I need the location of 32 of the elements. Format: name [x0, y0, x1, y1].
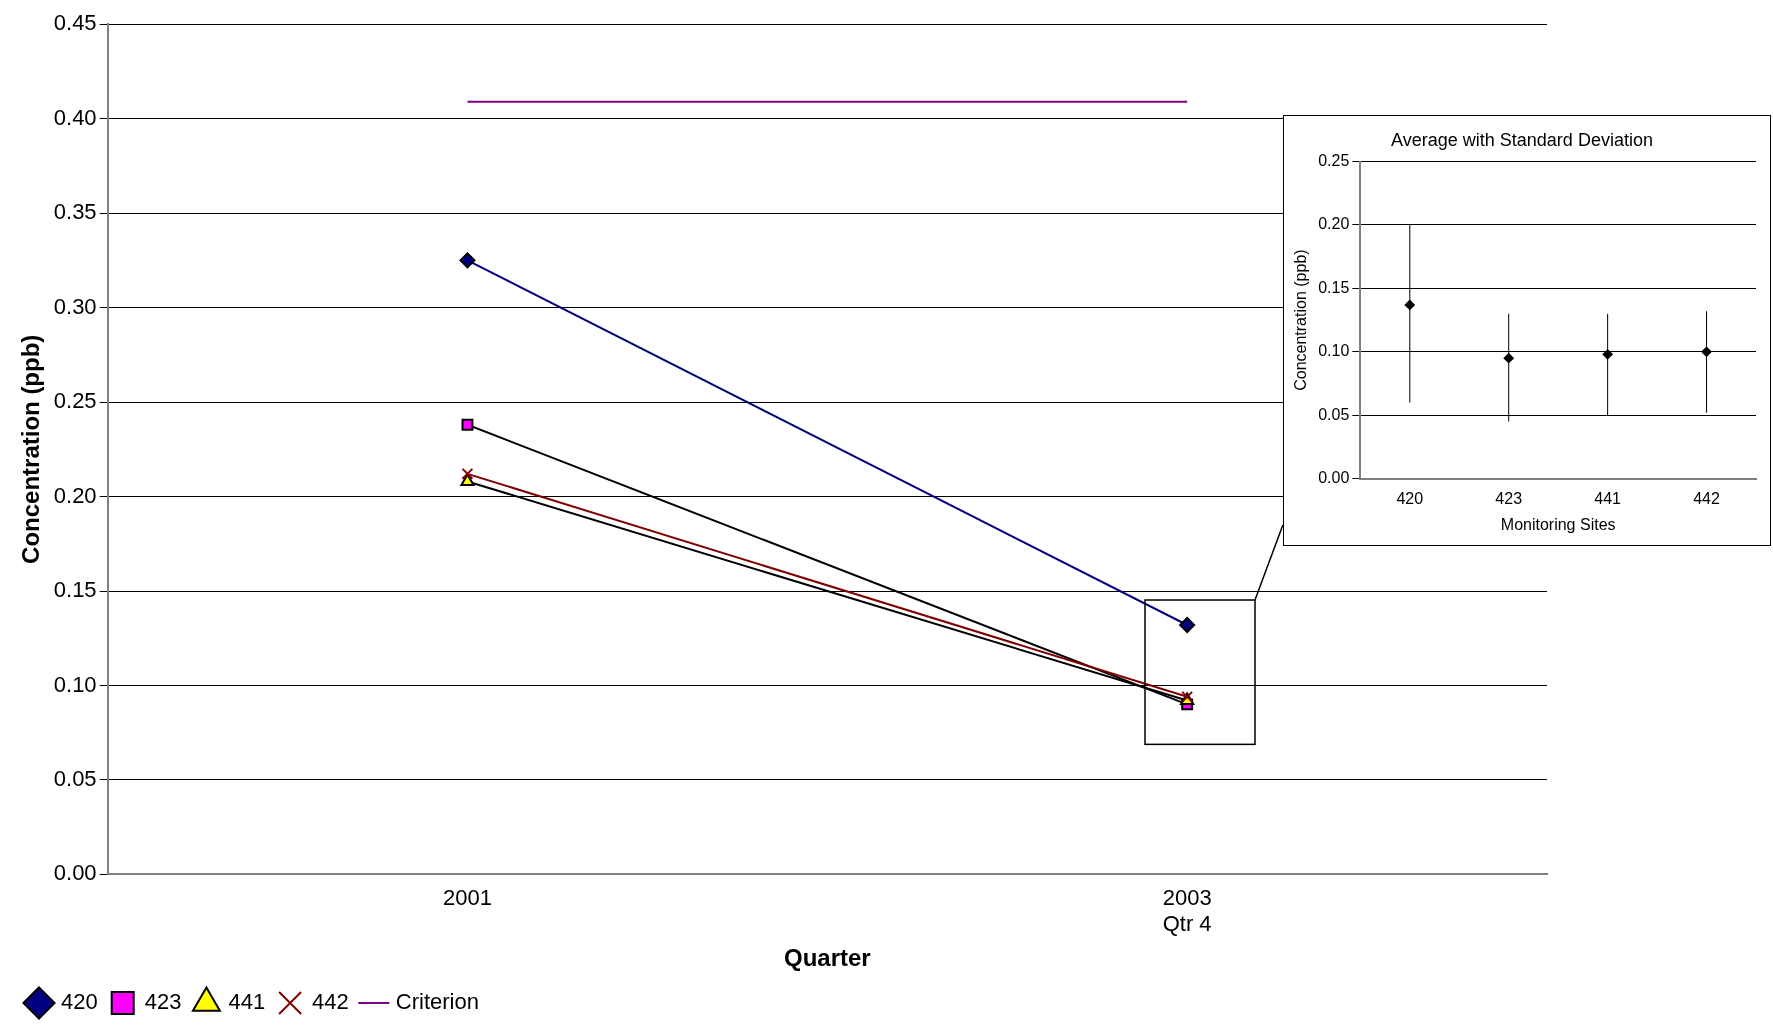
- x-tick-label: 2001: [442, 884, 492, 910]
- x-tick-label: 2003 Qtr 4: [1162, 884, 1212, 937]
- x-axis-title: Monitoring Sites: [1500, 515, 1616, 533]
- y-tick-label: 0.25: [1318, 152, 1350, 170]
- y-tick-label: 0.15: [53, 577, 97, 603]
- y-tick-label: 0.00: [1318, 469, 1350, 487]
- y-tick-label: 0.30: [53, 293, 97, 319]
- y-tick-label: 0.40: [53, 104, 97, 130]
- y-tick-label: 0.20: [53, 482, 97, 508]
- legend-label: 441: [228, 989, 266, 1015]
- legend-label: 442: [312, 989, 349, 1015]
- chart-title: Average with Standard Deviation: [1391, 129, 1653, 150]
- y-tick-label: 0.15: [1318, 278, 1350, 296]
- y-tick-label: 0.10: [53, 671, 97, 697]
- y-tick-label: 0.25: [53, 388, 97, 414]
- y-tick-label: 0.05: [53, 766, 97, 791]
- y-tick-label: 0.45: [53, 10, 97, 36]
- y-tick-label: 0.00: [53, 860, 97, 886]
- y-axis-title: Concentration (ppb): [1292, 249, 1310, 391]
- x-tick-label: 423: [1495, 489, 1523, 507]
- x-tick-label: 442: [1693, 489, 1720, 507]
- y-tick-label: 0.20: [1318, 215, 1350, 233]
- x-tick-label: 441: [1594, 489, 1622, 507]
- x-axis-title: Quarter: [783, 944, 871, 972]
- legend-label: Criterion: [395, 989, 479, 1015]
- y-tick-label: 0.10: [1318, 342, 1350, 360]
- y-axis-title: Concentration (ppb): [17, 334, 45, 564]
- legend-label: 423: [144, 989, 182, 1015]
- x-tick-label: 420: [1396, 489, 1424, 507]
- y-tick-label: 0.05: [1318, 405, 1350, 423]
- y-tick-label: 0.35: [53, 199, 97, 225]
- legend-label: 420: [61, 989, 98, 1015]
